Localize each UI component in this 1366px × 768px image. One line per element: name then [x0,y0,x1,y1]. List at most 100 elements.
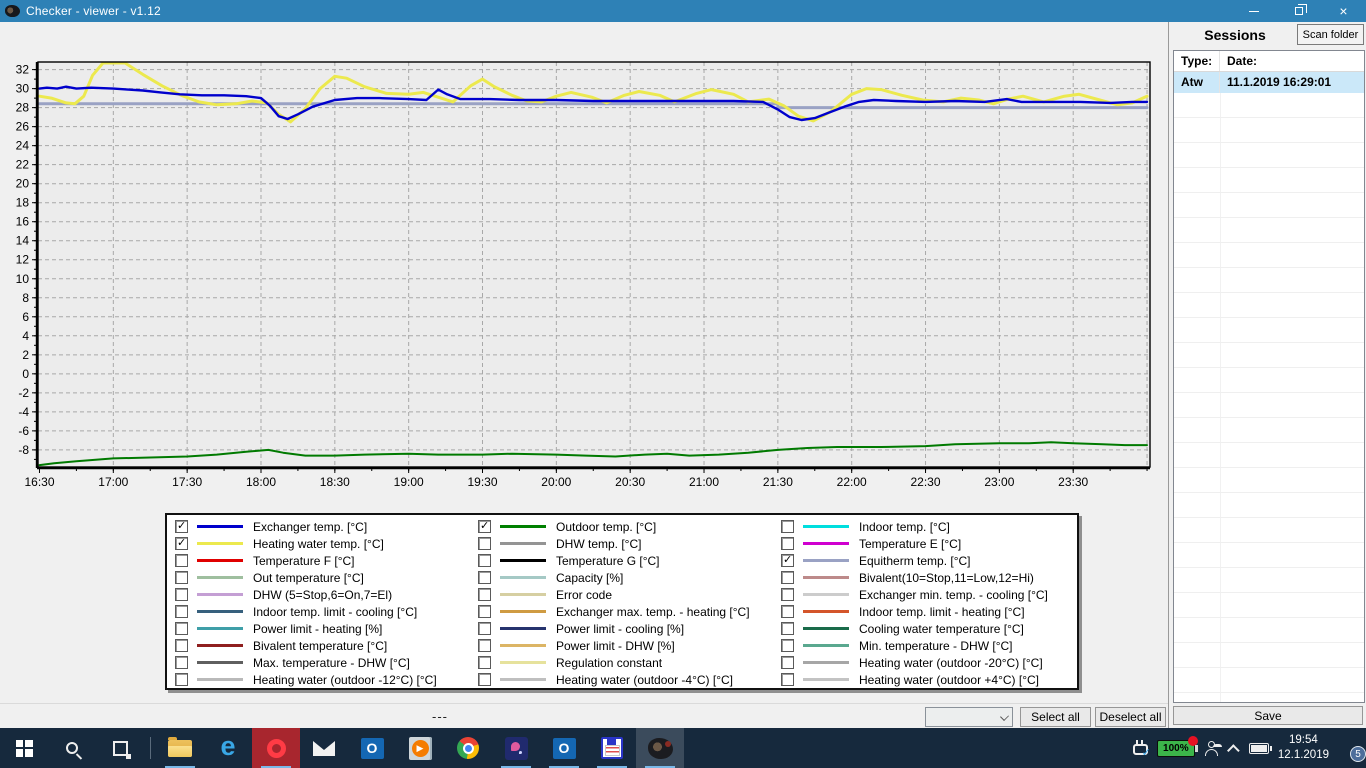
chart-plot[interactable]: 16:30 17:00 17:30 18:00 18:30 19:00 19:30 20:00… [0,22,1166,500]
checkbox-unchecked[interactable] [175,571,188,584]
battery-icon[interactable] [1248,742,1272,754]
legend-item[interactable]: Heating water temp. [°C] [171,535,474,552]
legend-color-swatch [197,525,243,528]
checkbox-checked[interactable] [175,519,188,533]
legend-item[interactable]: Error code [474,586,777,603]
legend-item[interactable]: Heating water (outdoor -12°C) [°C] [171,671,474,688]
checkbox-unchecked[interactable] [781,622,794,635]
legend-item[interactable]: Power limit - DHW [%] [474,637,777,654]
taskbar-button-floppy-app[interactable] [588,728,636,768]
legend-item[interactable]: Capacity [%] [474,569,777,586]
legend-item[interactable]: Regulation constant [474,654,777,671]
legend-label: Indoor temp. limit - heating [°C] [859,604,1025,619]
taskbar-button-opera[interactable] [252,728,300,768]
checkbox-unchecked[interactable] [175,588,188,601]
legend-label: Exchanger max. temp. - heating [°C] [556,604,750,619]
checkbox-unchecked[interactable] [478,571,491,584]
checkbox-unchecked[interactable] [478,622,491,635]
legend-item[interactable]: Indoor temp. limit - heating [°C] [777,603,1075,620]
checkbox-checked[interactable] [478,519,491,533]
restore-button[interactable] [1276,0,1321,22]
checkbox-unchecked[interactable] [781,520,794,533]
save-button[interactable]: Save [1173,706,1363,725]
taskbar-button-media-player[interactable]: ▶ [396,728,444,768]
people-icon[interactable] [1204,740,1222,756]
minimize-button[interactable] [1231,0,1276,22]
legend-item[interactable]: Temperature F [°C] [171,552,474,569]
checkbox-unchecked[interactable] [478,537,491,550]
checkbox-unchecked[interactable] [478,588,491,601]
svg-text:17:00: 17:00 [98,475,128,489]
deselect-all-button[interactable]: Deselect all [1095,707,1166,727]
select-all-button[interactable]: Select all [1020,707,1091,727]
taskbar-button-search[interactable] [48,728,96,768]
checkbox-unchecked[interactable] [478,639,491,652]
checkbox-unchecked[interactable] [478,554,491,567]
legend-color-swatch [803,627,849,630]
checkbox-unchecked[interactable] [175,673,188,686]
checkbox-unchecked[interactable] [781,673,794,686]
checkbox-unchecked[interactable] [175,605,188,618]
session-row[interactable]: Atw 11.1.2019 16:29:01 [1174,72,1364,93]
svg-text:12: 12 [16,253,30,267]
checkbox-unchecked[interactable] [175,656,188,669]
taskbar-button-messenger-app[interactable] [492,728,540,768]
series-equitherm-temp-c [38,102,1149,110]
legend-item[interactable]: Equitherm temp. [°C] [777,552,1075,569]
taskbar-button-outlook-2[interactable]: O [540,728,588,768]
chevron-up-icon[interactable] [1226,743,1240,757]
legend-item[interactable]: Exchanger max. temp. - heating [°C] [474,603,777,620]
checkbox-unchecked[interactable] [781,571,794,584]
checkbox-unchecked[interactable] [175,639,188,652]
legend-item[interactable]: Out temperature [°C] [171,569,474,586]
legend-item[interactable]: Bivalent(10=Stop,11=Low,12=Hi) [777,569,1075,586]
legend-item[interactable]: Min. temperature - DHW [°C] [777,637,1075,654]
checkbox-checked[interactable] [175,536,188,550]
checkbox-unchecked[interactable] [175,554,188,567]
legend-item[interactable]: Temperature E [°C] [777,535,1075,552]
legend-item[interactable]: Temperature G [°C] [474,552,777,569]
checkbox-unchecked[interactable] [175,622,188,635]
taskbar-button-edge[interactable]: e [204,728,252,768]
legend-item[interactable]: Heating water (outdoor +4°C) [°C] [777,671,1075,688]
legend-item[interactable]: Bivalent temperature [°C] [171,637,474,654]
legend-item[interactable]: Heating water (outdoor -20°C) [°C] [777,654,1075,671]
chart-area[interactable]: 16:30 17:00 17:30 18:00 18:30 19:00 19:30 20:00… [0,22,1166,500]
checkbox-unchecked[interactable] [781,639,794,652]
taskbar-button-chrome[interactable] [444,728,492,768]
taskbar-button-file-explorer[interactable] [156,728,204,768]
checkbox-unchecked[interactable] [781,605,794,618]
legend-item[interactable]: Indoor temp. limit - cooling [°C] [171,603,474,620]
battery-100-icon[interactable]: 100% [1156,735,1198,757]
legend-item[interactable]: Cooling water temperature [°C] [777,620,1075,637]
legend-item[interactable]: Heating water (outdoor -4°C) [°C] [474,671,777,688]
legend-item[interactable]: DHW temp. [°C] [474,535,777,552]
checkbox-unchecked[interactable] [781,537,794,550]
close-button[interactable]: × [1321,0,1366,22]
legend-item[interactable]: Power limit - cooling [%] [474,620,777,637]
legend-item[interactable]: Power limit - heating [%] [171,620,474,637]
legend-item[interactable]: Outdoor temp. [°C] [474,518,777,535]
legend-item[interactable]: Max. temperature - DHW [°C] [171,654,474,671]
legend-item[interactable]: Exchanger temp. [°C] [171,518,474,535]
taskbar-button-checker-app[interactable] [636,728,684,768]
series-dropdown[interactable] [925,707,1013,727]
action-center-button[interactable]: 5 [1338,737,1366,762]
legend-color-swatch [803,525,849,528]
checkbox-unchecked[interactable] [478,673,491,686]
clock[interactable]: 19:54 12.1.2019 [1278,733,1329,763]
legend-item[interactable]: Indoor temp. [°C] [777,518,1075,535]
checkbox-unchecked[interactable] [781,588,794,601]
taskbar-button-outlook[interactable]: O [348,728,396,768]
checkbox-unchecked[interactable] [478,605,491,618]
taskbar-button-task-view[interactable] [96,728,144,768]
checkbox-unchecked[interactable] [478,656,491,669]
scan-folder-button[interactable]: Scan folder [1297,24,1364,45]
taskbar-button-mail[interactable] [300,728,348,768]
checkbox-unchecked[interactable] [781,656,794,669]
power-plug-icon[interactable] [1132,740,1151,759]
checkbox-checked[interactable] [781,553,794,567]
legend-item[interactable]: DHW (5=Stop,6=On,7=El) [171,586,474,603]
taskbar-button-start[interactable] [0,728,48,768]
legend-item[interactable]: Exchanger min. temp. - cooling [°C] [777,586,1075,603]
